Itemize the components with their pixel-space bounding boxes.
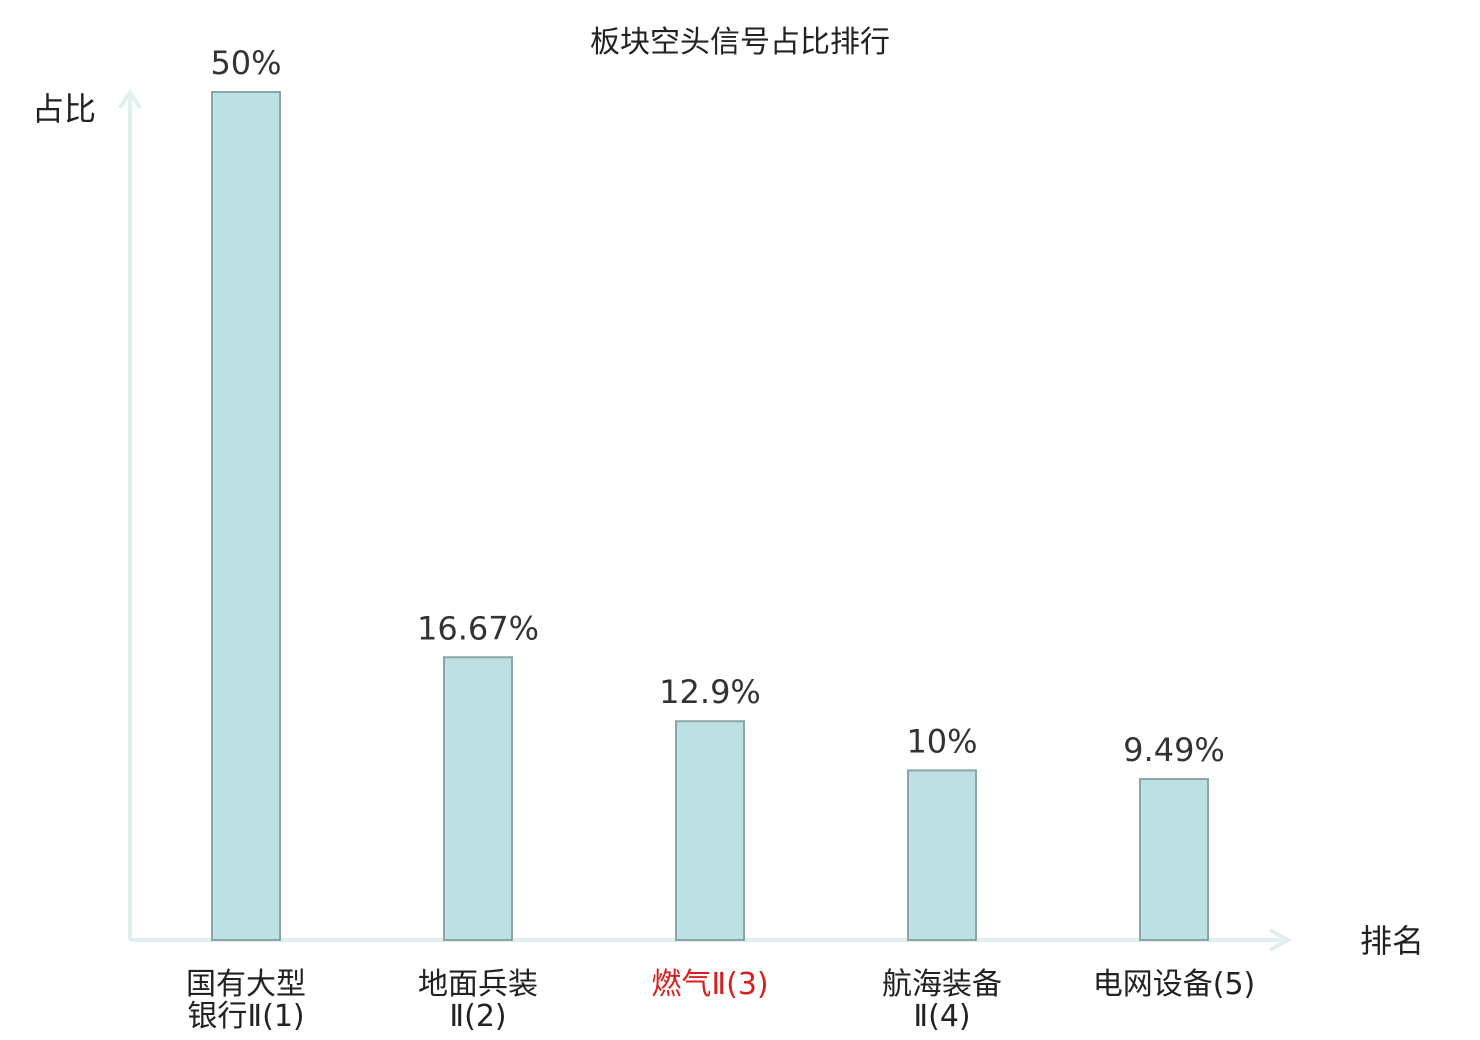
x-axis-label: 排名 [1360,922,1424,960]
bar-5 [1139,778,1209,942]
chart-title: 板块空头信号占比排行 [590,25,890,60]
y-axis [118,88,142,940]
value-label-3: 12.9% [659,673,761,711]
category-label-2-line-2: Ⅱ(2) [449,999,506,1034]
category-label-4-line-2: Ⅱ(4) [913,999,970,1034]
y-axis-label: 占比 [32,90,96,128]
category-label-5: 电网设备(5) [1093,967,1256,1002]
category-label-1-line-1: 国有大型 [186,967,306,1002]
category-label-4-line-1: 航海装备 [882,967,1002,1002]
value-labels-group: 50% 16.67% 12.9% 10% 9.49% [210,44,1224,769]
value-label-2: 16.67% [417,609,539,647]
value-label-4: 10% [906,722,977,760]
bar-2 [443,656,513,941]
bar-3 [675,720,745,941]
category-label-1-line-2: 银行Ⅱ(1) [187,999,304,1034]
bar-1 [211,91,281,941]
value-label-1: 50% [210,44,281,82]
value-label-5: 9.49% [1123,731,1225,769]
category-label-2-line-1: 地面兵装 [418,967,538,1002]
category-label-3: 燃气Ⅱ(3) [651,967,768,1002]
bar-4 [907,769,977,942]
bars-group [211,91,1209,942]
